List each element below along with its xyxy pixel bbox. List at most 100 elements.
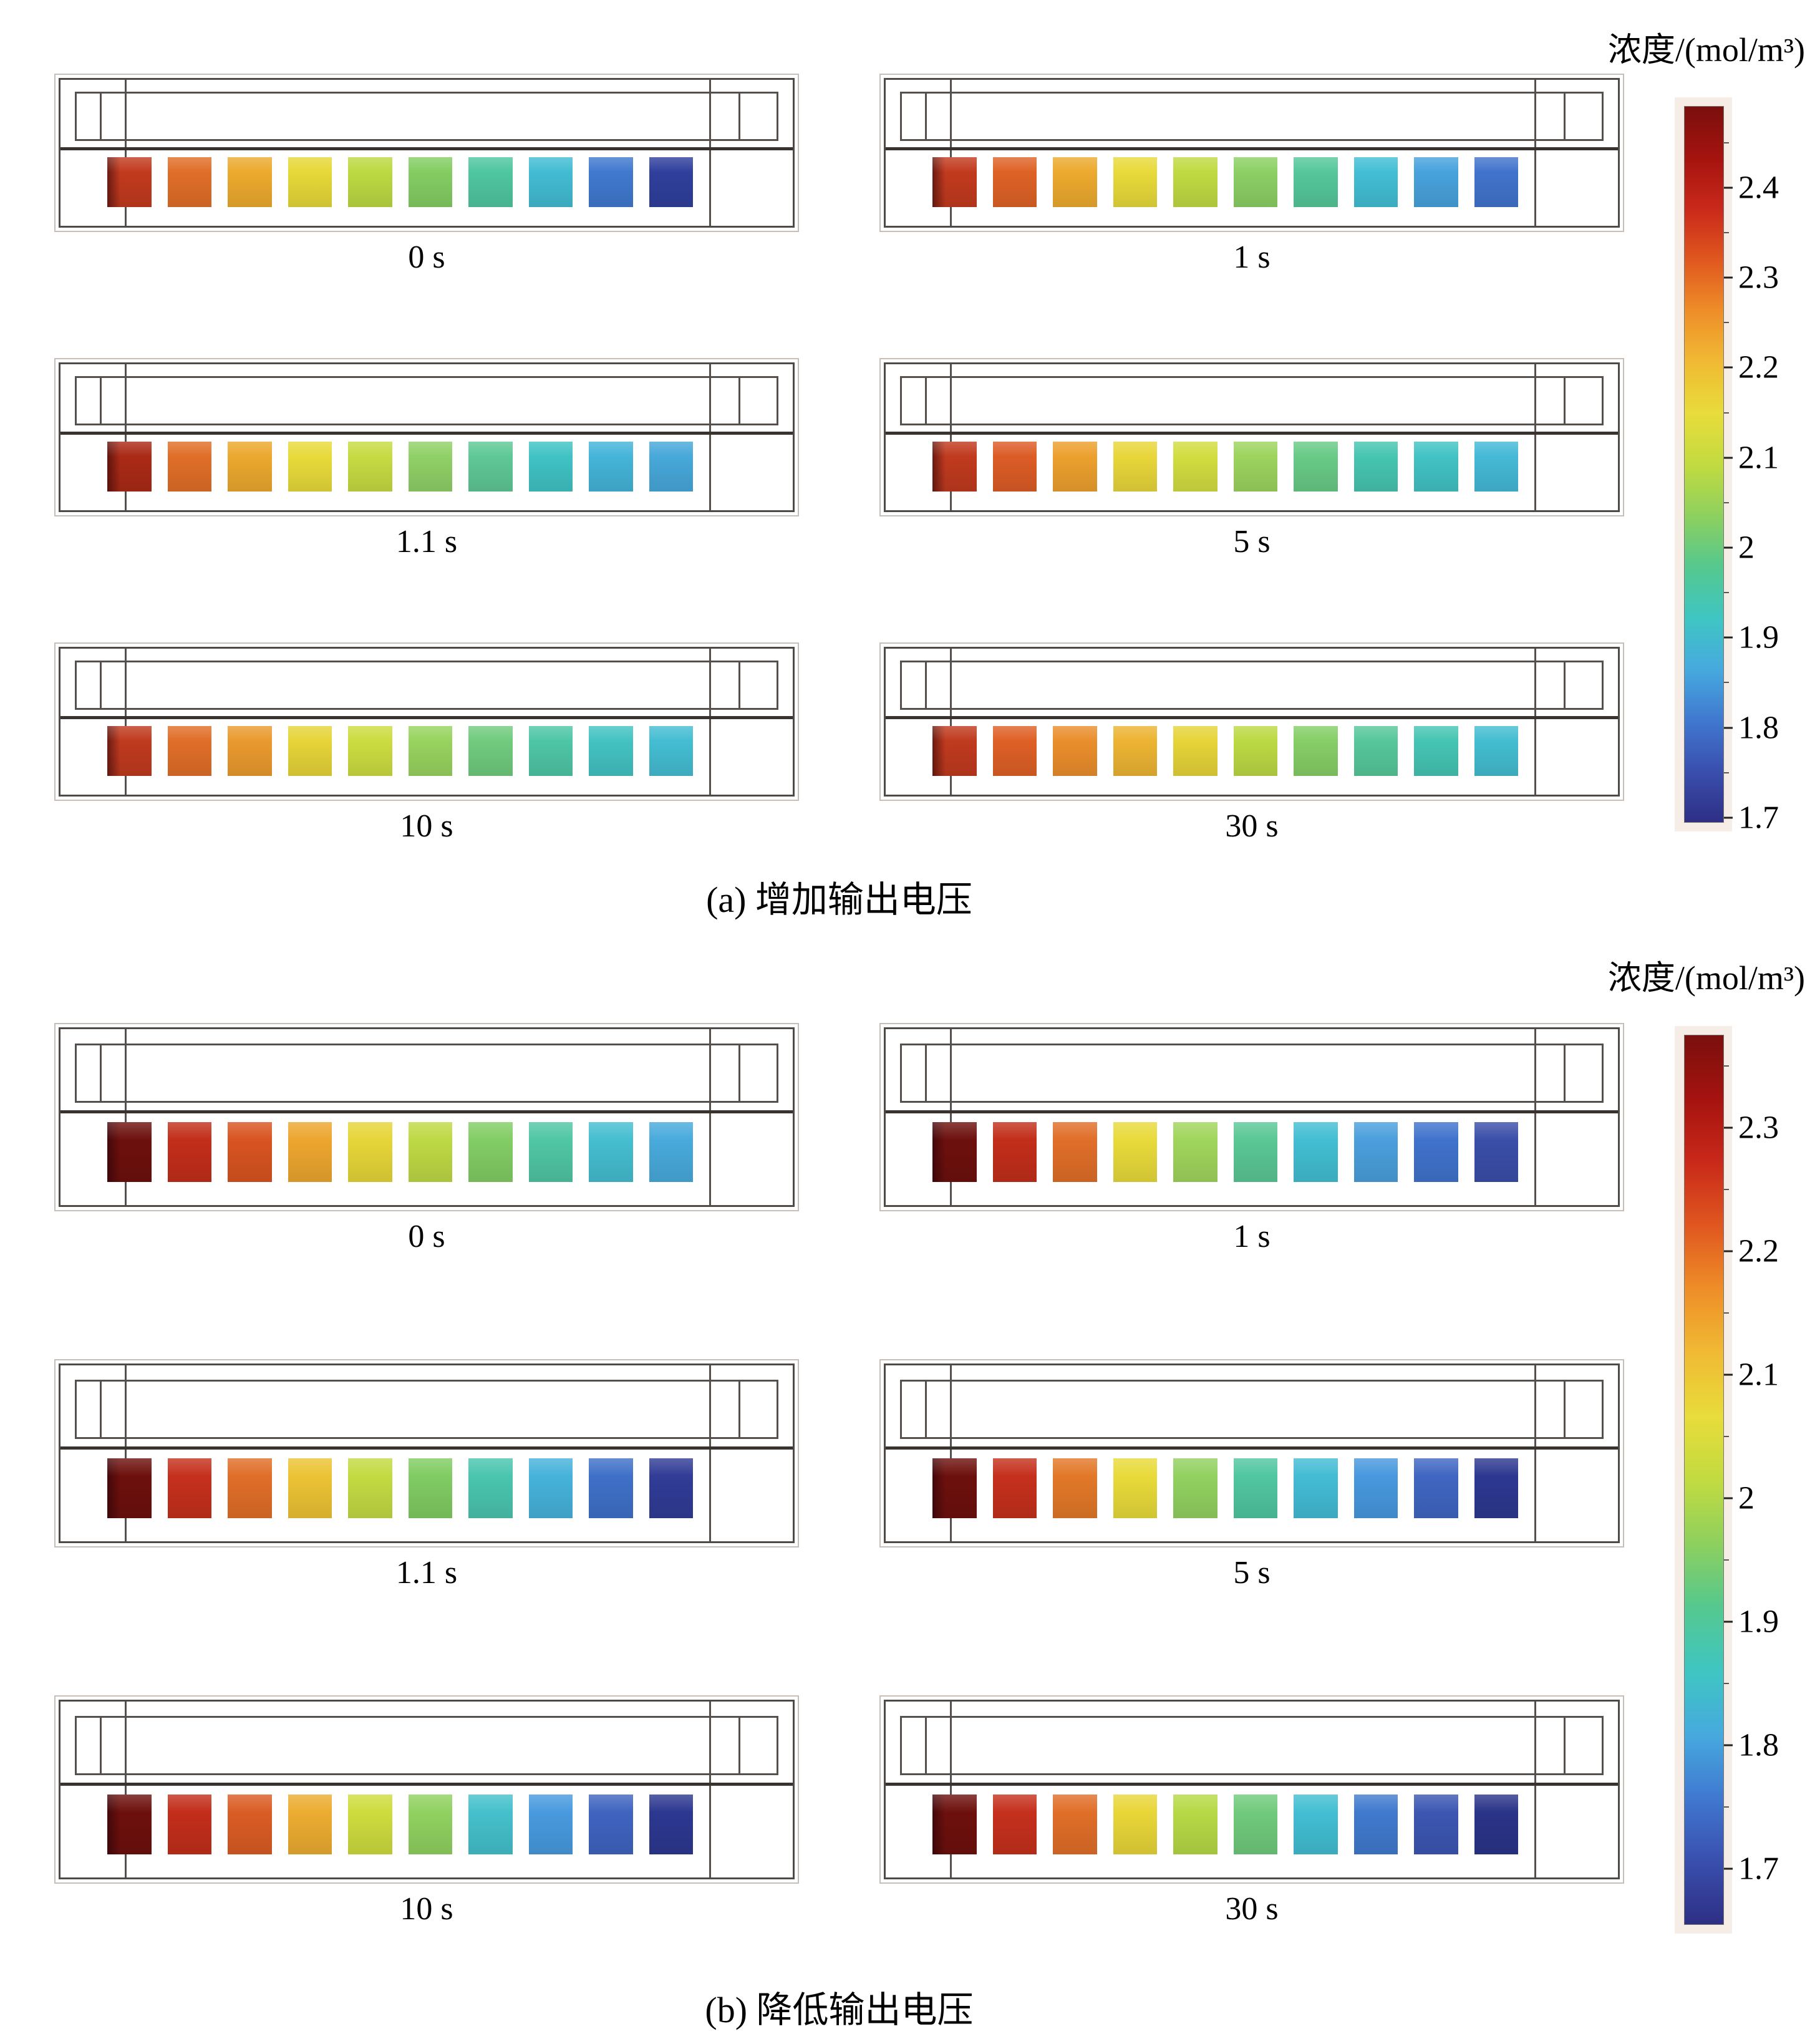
snapshot-figure: 30 s [879,1695,1624,1927]
inlet-divider-right [1564,1379,1566,1440]
membrane-line [61,1446,793,1450]
inlet-divider-right [738,1379,741,1440]
concentration-cell [408,726,453,776]
membrane-line [61,715,793,719]
concentration-cell [992,1795,1037,1855]
membrane-line [886,431,1618,435]
snapshot-figure: 10 s [54,1695,799,1927]
concentration-cell [1294,1122,1338,1183]
left-electrode-line [950,1029,952,1205]
right-electrode-line [1534,649,1537,795]
snapshot-figure: 1.1 s [54,358,799,560]
inlet-divider-right [738,375,741,426]
membrane-line [886,715,1618,719]
panel-a-caption: (a) 增加输出电压 [706,879,972,920]
inlet-divider-right [1564,660,1566,710]
cell-row [107,1458,694,1519]
inlet-divider-left [100,660,102,710]
concentration-cell [228,157,272,207]
inlet-divider-left [925,1715,927,1776]
colorbar-tick-label: 1.7 [1738,1851,1779,1887]
device-top-channel [75,91,778,142]
concentration-cell [528,1458,573,1519]
concentration-cell [1414,726,1458,776]
colorbar-minor-tick [1724,231,1729,233]
time-label: 0 s [408,1219,445,1254]
concentration-cell [1353,1458,1398,1519]
concentration-cell [1053,1122,1097,1183]
concentration-cell [408,157,453,207]
concentration-cell [468,726,513,776]
colorbar-minor-tick [1724,142,1729,143]
concentration-cell [107,157,152,207]
device-top-channel [75,1043,778,1103]
concentration-cell [1053,726,1097,776]
concentration-cell [589,1795,633,1855]
concentration-cell [107,1458,152,1519]
time-label: 5 s [1233,1555,1271,1591]
concentration-cell [992,157,1037,207]
concentration-cell [1414,1458,1458,1519]
snapshot-grid-a: 0 s 1 s 1.1 s 5 s 10 s 30 s [54,74,1624,845]
colorbar-tick [1724,457,1733,459]
left-electrode-line [950,649,952,795]
concentration-cell [1294,157,1338,207]
cell-row [932,442,1519,492]
time-label: 1.1 s [395,524,458,559]
device-top-channel [900,375,1604,426]
inlet-divider-left [925,1043,927,1103]
right-electrode-line [709,1029,712,1205]
time-label: 5 s [1233,524,1271,559]
colorbar-tick [1724,546,1733,549]
inlet-divider-left [925,375,927,426]
colorbar-tick [1724,816,1733,819]
right-electrode-line [709,80,712,226]
right-electrode-line [1534,1029,1537,1205]
left-electrode-line [125,80,127,226]
concentration-cell [228,1795,272,1855]
concentration-cell [348,157,392,207]
inlet-divider-left [925,91,927,142]
colorbar-minor-tick [1724,1312,1729,1314]
concentration-cell [528,726,573,776]
snapshot-figure: 1 s [879,74,1624,276]
concentration-cell [107,1122,152,1183]
cell-row [107,1795,694,1855]
concentration-cell [468,1795,513,1855]
concentration-cell [932,726,977,776]
concentration-cell [528,157,573,207]
colorbar-tick [1724,1373,1733,1376]
device-outline [54,358,799,516]
colorbar-tick-label: 1.8 [1738,710,1779,745]
concentration-cell [228,1458,272,1519]
colorbar-minor-tick [1724,322,1729,324]
device-outline [54,74,799,232]
concentration-cell [649,1122,694,1183]
colorbar-tick [1724,1250,1733,1252]
colorbar-tick-label: 2.1 [1738,1357,1779,1393]
concentration-cell [1113,442,1158,492]
cell-row [107,1122,694,1183]
right-electrode-line [709,649,712,795]
colorbar-a: 2.4 2.3 2.2 2.1 2 1.9 1.8 1.7 [1675,97,1779,835]
device-outline [879,1023,1624,1211]
concentration-cell [589,442,633,492]
colorbar-b: 2.3 2.2 2.1 2 1.9 1.8 1.7 [1675,1026,1779,1934]
colorbar-minor-tick [1724,1559,1729,1561]
colorbar-minor-tick [1724,501,1729,503]
concentration-cell [649,157,694,207]
right-electrode-line [709,1702,712,1877]
colorbar-title: 浓度/(mol/m³) [1607,959,1805,997]
time-label: 10 s [400,808,453,844]
colorbar-tick-label: 2.2 [1738,1233,1779,1269]
concentration-cell [1353,1122,1398,1183]
colorbar-tick [1724,1497,1733,1499]
concentration-cell [1233,157,1278,207]
colorbar-tick-label: 2.3 [1738,259,1779,296]
concentration-cell [107,442,152,492]
inlet-divider-left [100,375,102,426]
concentration-cell [1353,726,1398,776]
concentration-cell [228,726,272,776]
concentration-cell [1173,1458,1217,1519]
